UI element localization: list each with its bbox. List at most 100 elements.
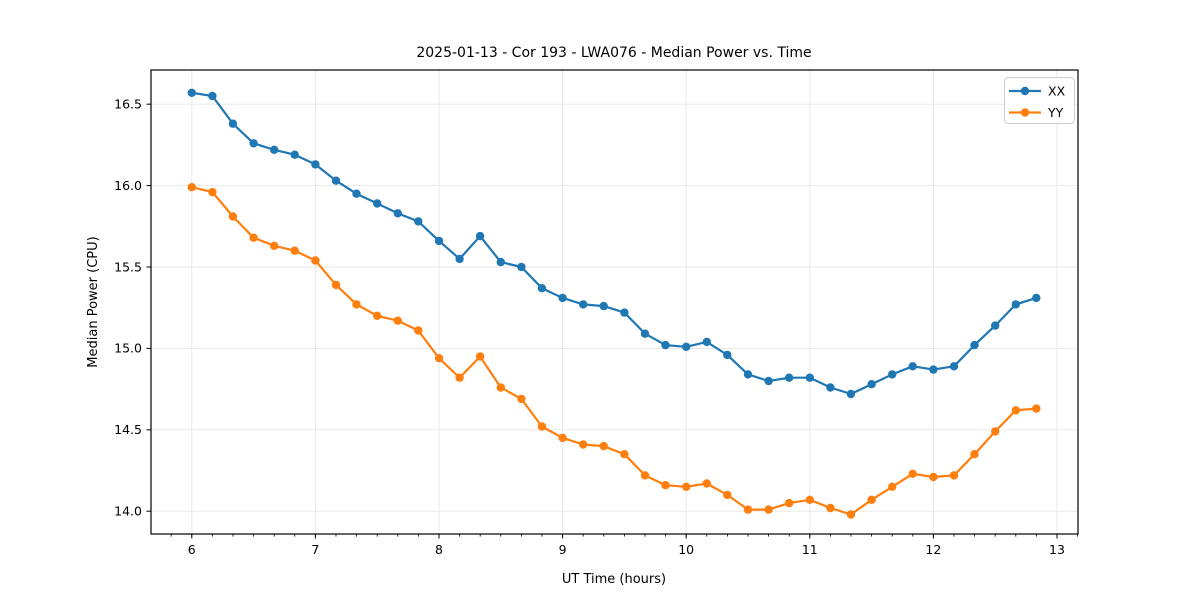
plot-border (150, 69, 1079, 535)
series-xx-point (682, 342, 691, 351)
series-yy-point (991, 427, 1000, 436)
series-xx-point (517, 262, 526, 272)
series-yy-point (784, 498, 794, 508)
y-axis-label: Median Power (CPU) (86, 236, 101, 367)
series-xx-point (579, 300, 588, 309)
series-yy-point (352, 300, 361, 309)
legend-label: XX (1048, 83, 1066, 98)
series-xx-point (434, 236, 444, 246)
series-yy-point (826, 503, 835, 513)
series-yy-point (537, 422, 547, 431)
series-xx-point (290, 150, 299, 159)
series-xx-point (640, 329, 650, 338)
x-tick-label: 10 (678, 542, 694, 557)
series-yy-point (743, 505, 753, 514)
series-xx-point (929, 365, 938, 374)
series-xx-point (661, 340, 670, 350)
series-yy-point (270, 241, 279, 250)
series-xx-point (496, 257, 505, 267)
series-yy-point (373, 311, 382, 320)
legend-marker (1020, 108, 1030, 117)
series-xx-point (270, 145, 279, 154)
series-xx-point (1032, 293, 1041, 303)
series-xx-point (558, 293, 567, 303)
series-xx-point (414, 217, 423, 226)
series-yy-point (331, 280, 341, 290)
series-xx-point (208, 91, 217, 101)
y-tick-label: 15.5 (114, 259, 142, 274)
series-yy-point (393, 316, 402, 325)
series-xx-point (393, 209, 402, 218)
series-xx-point (826, 383, 835, 392)
series-layer (187, 88, 1041, 519)
series-xx-point (311, 160, 320, 169)
series-xx-point (846, 389, 856, 399)
x-tick-label: 9 (559, 542, 567, 557)
series-xx-point (1011, 300, 1020, 309)
series-xx-point (805, 373, 814, 382)
series-yy-point (208, 187, 217, 197)
series-xx-point (352, 189, 361, 198)
series-yy-point (311, 256, 320, 265)
series-yy-point (414, 326, 423, 335)
series-xx-point (723, 350, 732, 360)
series-yy-point (888, 482, 897, 491)
series-xx-point (331, 176, 341, 185)
legend-marker (1020, 86, 1030, 96)
series-yy-point (496, 383, 505, 392)
series-xx-point (888, 370, 897, 379)
series-yy-point (228, 212, 238, 221)
y-tick-label: 15.0 (114, 341, 142, 356)
series-xx-point (743, 370, 753, 379)
series-yy-point (290, 246, 299, 255)
series-yy-point (929, 472, 938, 482)
series-yy-point (682, 482, 691, 491)
series-xx-point (599, 301, 608, 311)
series-xx-point (867, 380, 876, 389)
series-yy-line (191, 186, 1037, 516)
legend-label: YY (1047, 105, 1064, 120)
series-yy-point (620, 450, 629, 459)
series-yy-point (558, 433, 567, 443)
axes-layer: 6 7 8 9 10 11 12 13 14.0 14.5 15.0 15.5 16.0 16.5 (114, 69, 1079, 557)
series-yy-point (949, 471, 959, 480)
x-tick-label: 11 (802, 542, 818, 557)
series-yy-point (599, 441, 608, 451)
series-yy-point (805, 495, 814, 504)
series-yy-point (475, 352, 485, 361)
series-yy-point (764, 505, 773, 514)
series-xx-point (908, 362, 917, 371)
series-xx-point (620, 308, 629, 317)
series-yy-point (640, 471, 650, 480)
x-tick-label: 12 (925, 542, 941, 557)
series-yy-point (579, 440, 588, 449)
series-xx-point (475, 231, 485, 241)
series-yy-point (846, 510, 856, 519)
series-yy-point (723, 490, 732, 500)
x-tick-label: 8 (435, 542, 443, 557)
series-xx-point (373, 199, 382, 208)
chart-title: 2025-01-13 - Cor 193 - LWA076 - Median P… (416, 45, 811, 61)
x-tick-label: 7 (311, 542, 319, 557)
series-xx-point (249, 139, 258, 148)
series-yy-point (867, 495, 876, 504)
series-yy-point (1032, 404, 1041, 413)
series-yy-point (455, 373, 464, 382)
x-tick-label: 6 (188, 542, 196, 557)
y-tick-label: 14.5 (114, 422, 142, 437)
grid-layer (151, 70, 1078, 534)
series-xx-point (455, 254, 464, 264)
series-yy-point (249, 233, 258, 242)
series-yy-point (187, 183, 196, 192)
y-tick-label: 16.0 (114, 178, 142, 193)
legend: XX YY (1004, 77, 1075, 124)
series-yy-point (1011, 406, 1020, 415)
series-xx-point (537, 284, 547, 293)
series-xx-point (228, 119, 238, 128)
series-yy-point (517, 394, 526, 404)
legend-item-xx: XX (1009, 83, 1066, 98)
x-axis-label: UT Time (hours) (562, 572, 666, 587)
y-tick-label: 14.0 (114, 504, 142, 519)
